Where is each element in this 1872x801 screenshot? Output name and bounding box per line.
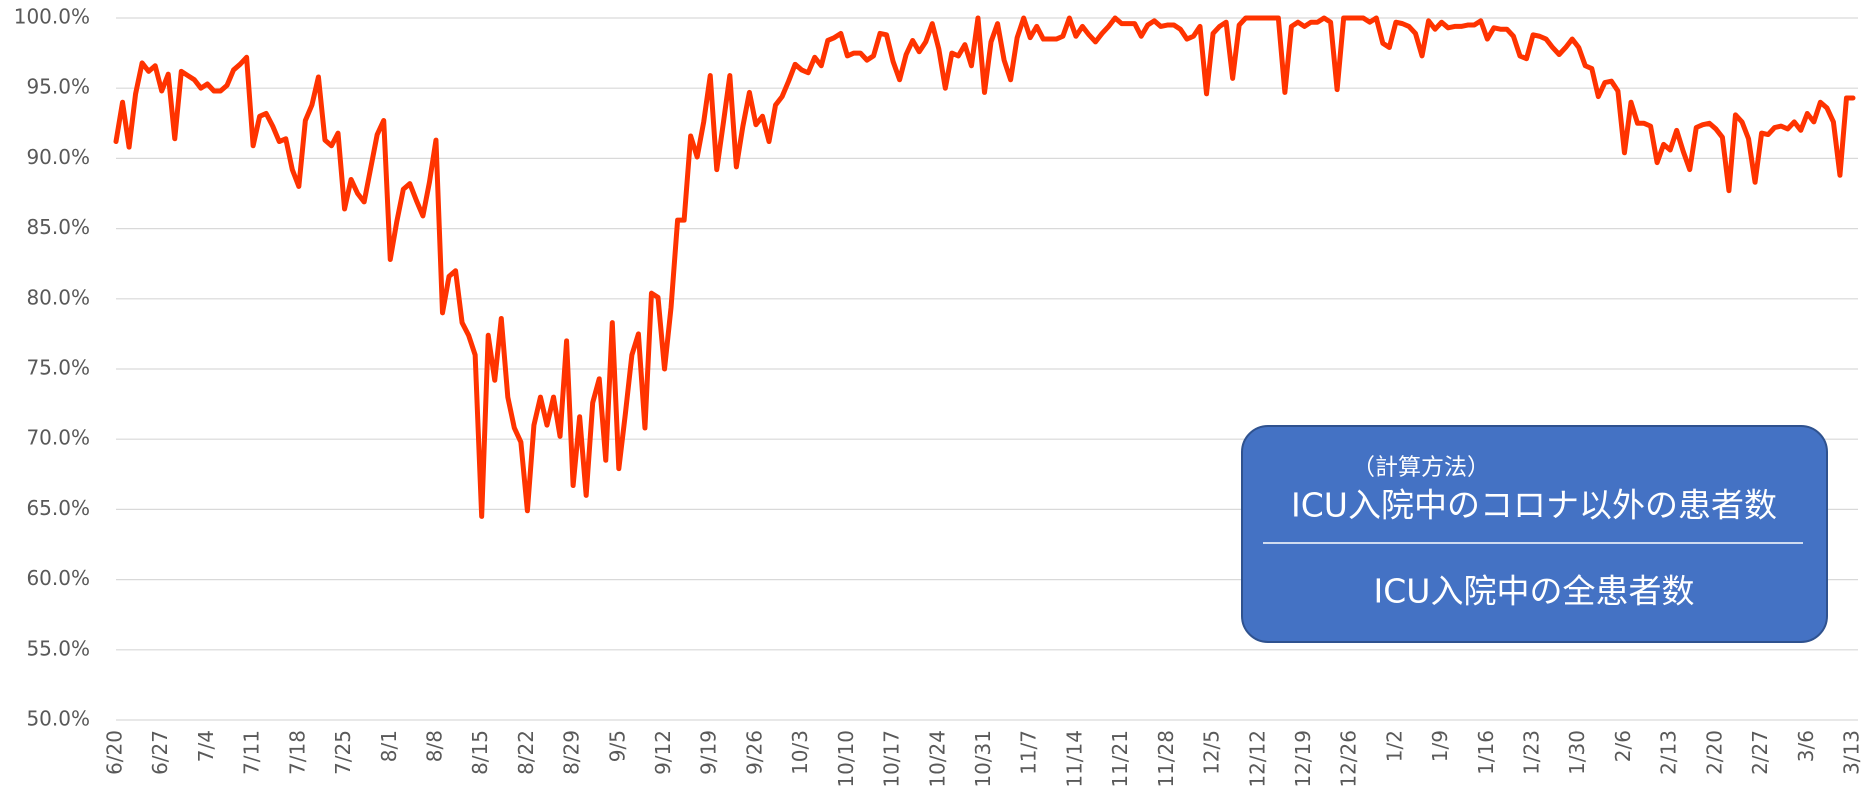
formula-numerator: ICU入院中のコロナ以外の患者数 (1291, 486, 1777, 525)
x-tick-label: 1/30 (1565, 730, 1589, 775)
data-line (113, 15, 1856, 519)
y-tick-label: 95.0% (26, 75, 90, 99)
x-tick-label: 3/13 (1840, 730, 1864, 775)
x-tick-label: 7/25 (331, 730, 355, 775)
x-tick-label: 11/28 (1154, 730, 1178, 788)
formula-box (1241, 425, 1828, 643)
x-tick-label: 10/31 (971, 730, 995, 788)
x-tick-label: 7/11 (240, 730, 264, 775)
x-tick-label: 7/18 (285, 730, 309, 775)
x-tick-label: 10/17 (880, 730, 904, 788)
x-tick-label: 6/20 (103, 730, 127, 775)
x-tick-label: 7/4 (194, 730, 218, 762)
x-tick-label: 11/21 (1108, 730, 1132, 788)
x-tick-label: 9/19 (697, 730, 721, 775)
x-tick-label: 3/6 (1794, 730, 1818, 762)
y-tick-label: 80.0% (26, 285, 90, 309)
x-tick-label: 1/2 (1382, 730, 1406, 762)
y-tick-label: 60.0% (26, 566, 90, 590)
y-tick-label: 90.0% (26, 145, 90, 169)
x-tick-label: 11/7 (1017, 730, 1041, 775)
x-tick-label: 9/12 (651, 730, 675, 775)
y-tick-label: 70.0% (26, 426, 90, 450)
x-tick-label: 8/8 (422, 730, 446, 762)
x-tick-label: 8/29 (560, 730, 584, 775)
x-tick-label: 12/26 (1337, 730, 1361, 788)
y-tick-label: 50.0% (26, 707, 90, 731)
x-tick-label: 8/1 (377, 730, 401, 762)
x-tick-label: 12/5 (1200, 730, 1224, 775)
x-tick-label: 10/24 (925, 730, 949, 788)
x-tick-label: 1/23 (1520, 730, 1544, 775)
y-tick-label: 55.0% (26, 636, 90, 660)
x-tick-label: 2/27 (1748, 730, 1772, 775)
y-tick-label: 85.0% (26, 215, 90, 239)
y-tick-label: 100.0% (14, 5, 90, 29)
x-tick-label: 2/20 (1702, 730, 1726, 775)
x-tick-label: 6/27 (148, 730, 172, 775)
x-tick-label: 8/15 (468, 730, 492, 775)
x-tick-label: 1/16 (1474, 730, 1498, 775)
x-tick-label: 2/13 (1657, 730, 1681, 775)
x-tick-label: 9/5 (605, 730, 629, 762)
x-tick-label: 9/26 (742, 730, 766, 775)
x-tick-label: 1/9 (1428, 730, 1452, 762)
y-tick-label: 65.0% (26, 496, 90, 520)
x-tick-label: 11/14 (1062, 730, 1086, 788)
formula-heading: （計算方法） (1352, 455, 1490, 481)
formula-denominator: ICU入院中の全患者数 (1374, 572, 1695, 611)
x-tick-label: 12/12 (1245, 730, 1269, 788)
x-tick-label: 12/19 (1291, 730, 1315, 788)
y-tick-label: 75.0% (26, 356, 90, 380)
x-tick-label: 10/3 (788, 730, 812, 775)
x-tick-label: 8/22 (514, 730, 538, 775)
x-tick-label: 10/10 (834, 730, 858, 788)
x-tick-label: 2/6 (1611, 730, 1635, 762)
